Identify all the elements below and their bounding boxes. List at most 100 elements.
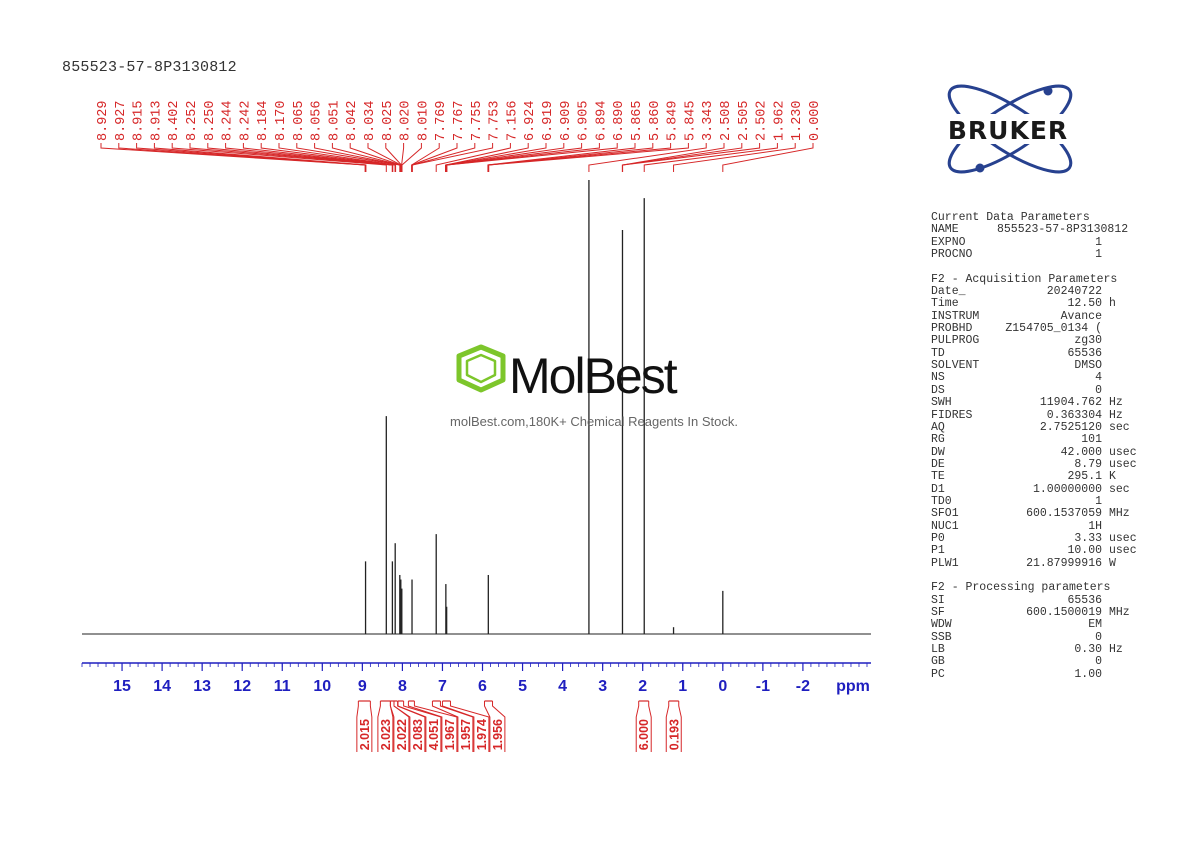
parameter-row: PROBHD Z154705_0134 ( <box>931 322 1141 335</box>
peak-label: 7.767 <box>452 100 467 141</box>
peak-label: 2.502 <box>755 100 770 141</box>
peak-label: 8.056 <box>310 100 325 141</box>
peak-label: 6.890 <box>612 100 627 141</box>
peak-label-connector <box>722 143 814 172</box>
parameter-unit <box>1102 286 1109 298</box>
parameter-unit <box>1102 323 1109 335</box>
integral-bracket <box>665 701 670 752</box>
sample-name: 855523-57-8P3130812 <box>62 59 237 76</box>
parameter-value: 0 <box>1095 383 1102 397</box>
peak-label: 8.065 <box>292 100 307 141</box>
peak-label: 8.252 <box>185 100 200 141</box>
parameter-key: SOLVENT <box>931 359 980 373</box>
parameter-key: PLW1 <box>931 556 959 570</box>
parameter-key: TD <box>931 346 945 360</box>
watermark-brand: MolBest <box>509 348 678 404</box>
integral-bracket <box>393 701 411 752</box>
parameter-row: NS 4 <box>931 371 1141 385</box>
parameter-unit <box>1102 632 1109 644</box>
integral-marker: 4.051 <box>397 700 442 752</box>
axis-tick-label: 5 <box>518 678 527 695</box>
integral-bracket <box>648 701 652 752</box>
axis-tick-label: 13 <box>193 678 211 695</box>
parameter-key: PROCNO <box>931 248 973 262</box>
parameter-value: EM <box>1088 618 1102 632</box>
peak-label-connector <box>260 143 396 172</box>
parameter-row: SOLVENT DMSO <box>931 359 1141 373</box>
parameter-key: P0 <box>931 531 945 545</box>
peak-label: 7.769 <box>434 100 449 141</box>
peak-label-connector <box>401 143 422 172</box>
parameter-value: 101 <box>1081 433 1102 447</box>
axis-tick-label: 7 <box>438 678 447 695</box>
parameter-row: FIDRES 0.363304 Hz <box>931 408 1141 422</box>
peak-label: 6.924 <box>523 100 538 141</box>
integral-marker: 0.193 <box>665 700 682 752</box>
peak-label: 8.042 <box>345 100 360 141</box>
parameter-row: LB 0.30 Hz <box>931 643 1141 657</box>
parameter-key: GB <box>931 655 945 669</box>
parameter-unit: usec <box>1109 544 1137 558</box>
parameter-row: PROCNO 1 <box>931 248 1141 262</box>
integral-bracket <box>407 701 443 752</box>
parameter-value: Avance <box>1060 309 1102 323</box>
peak-label: 6.909 <box>559 100 574 141</box>
parameter-section: Current Data Parameters NAME 855523-57-8P3… <box>931 211 1141 262</box>
axis-tick-label: 3 <box>598 678 607 695</box>
parameter-value: 0 <box>1095 655 1102 669</box>
parameter-unit: MHz <box>1109 606 1130 619</box>
peak-label: 2.505 <box>737 100 752 141</box>
benzene-ring-icon <box>456 344 506 393</box>
integral-value: 2.083 <box>411 719 425 750</box>
peak-label: 5.849 <box>666 100 681 141</box>
parameter-key: LB <box>931 643 945 657</box>
integral-value: 6.000 <box>637 719 651 750</box>
parameter-row: PLW1 21.87999916 W <box>931 556 1141 570</box>
integral-marker: 1.974 <box>441 700 490 752</box>
integral-bracket <box>492 701 506 752</box>
integral-bracket <box>431 701 459 752</box>
parameter-unit <box>1102 669 1109 681</box>
peak-label-connector <box>411 143 440 172</box>
parameter-value: DMSO <box>1074 359 1102 373</box>
parameter-value: 600.1500019 <box>1026 606 1102 619</box>
parameter-key: Date_ <box>931 285 966 299</box>
peak-label-connector <box>446 143 618 172</box>
parameter-row: RG 101 <box>931 433 1141 447</box>
parameter-unit: Hz <box>1109 408 1123 422</box>
parameter-key: SI <box>931 593 945 607</box>
bruker-logo-text: BRUKER <box>948 116 1068 145</box>
parameter-row: SSB 0 <box>931 631 1141 644</box>
parameter-unit <box>1102 434 1109 446</box>
parameter-row: SI 65536 <box>931 593 1141 607</box>
parameter-row: P0 3.33 usec <box>931 531 1141 545</box>
parameter-row: NUC1 1H <box>931 519 1141 533</box>
parameter-row: SF 600.1500019 MHz <box>931 606 1141 619</box>
peak-label: 1.962 <box>772 100 787 141</box>
axis-tick-label: 14 <box>153 678 171 695</box>
integral-bracket <box>369 701 373 752</box>
integral-marker: 1.956 <box>484 700 506 752</box>
axis-tick-label: 10 <box>313 678 331 695</box>
axis-tick-label: 11 <box>274 678 291 695</box>
peak-label: 5.845 <box>683 100 698 141</box>
peak-label-connector <box>643 143 778 172</box>
peak-label: 7.156 <box>505 100 520 141</box>
parameter-key: NS <box>931 371 945 385</box>
peak-label: 8.913 <box>149 100 164 141</box>
peak-label-connector <box>242 143 394 172</box>
parameter-unit: usec <box>1109 445 1137 459</box>
parameter-value: 8.79 <box>1074 457 1102 471</box>
parameter-key: NUC1 <box>931 519 959 533</box>
integral-marker: 2.023 <box>377 700 394 752</box>
parameter-unit: K <box>1109 470 1116 484</box>
parameter-key: SWH <box>931 396 952 410</box>
integral-bracket <box>377 701 381 752</box>
parameter-key: DS <box>931 383 945 397</box>
parameter-unit: W <box>1109 556 1116 570</box>
parameter-key: TD0 <box>931 494 952 508</box>
parameter-value: 65536 <box>1067 593 1102 607</box>
ppm-axis: 15 14 13 12 11 10 9 8 7 6 5 4 3 2 1 0 -1 -2 ppm <box>81 662 871 695</box>
integral-bracket <box>484 701 491 752</box>
